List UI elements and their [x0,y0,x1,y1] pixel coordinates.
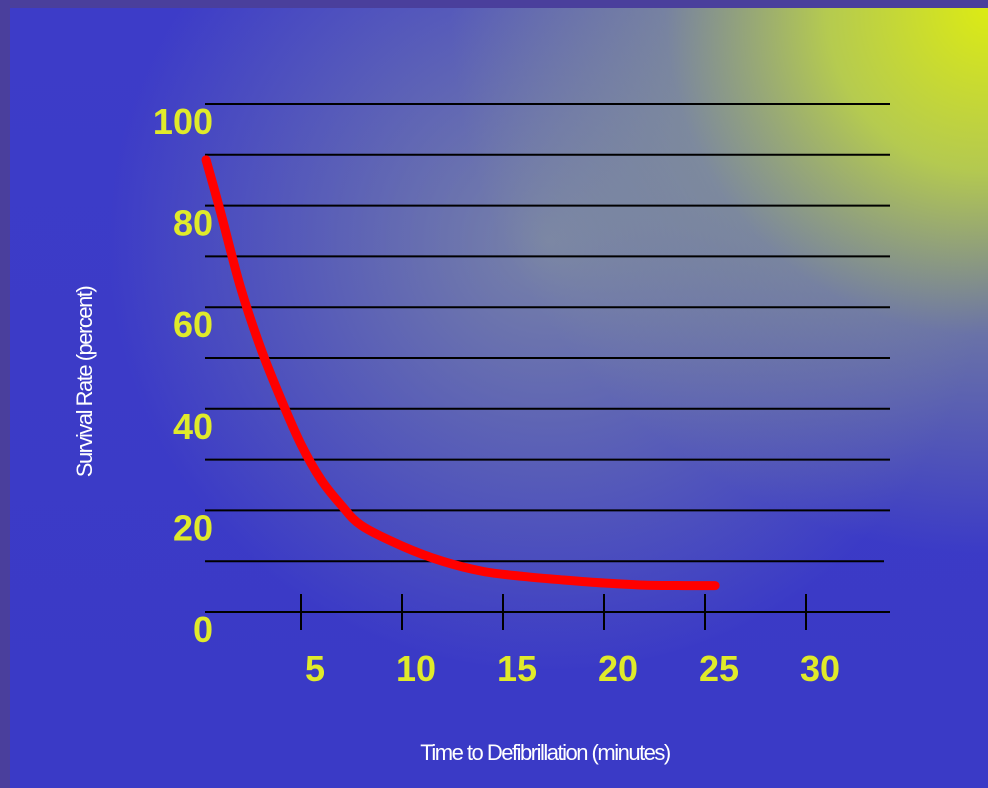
y-tick-label: 60 [173,304,213,345]
x-tick-label: 15 [497,648,537,689]
x-tick-label: 25 [699,648,739,689]
grid-lines [205,103,890,613]
x-tick-label: 5 [305,648,325,689]
x-tick-label: 10 [396,648,436,689]
y-tick-label: 0 [193,609,213,650]
y-tick-label: 20 [173,507,213,548]
x-tick-label: 20 [598,648,638,689]
y-tick-label: 80 [173,203,213,244]
y-tick-label: 40 [173,406,213,447]
y-axis-title: Survival Rate (percent) [72,287,97,478]
slide-panel [10,8,988,788]
y-tick-label: 100 [153,101,213,142]
x-tick-label: 30 [800,648,840,689]
survival-line [201,155,720,591]
x-axis-title: Time to Defibrillation (minutes) [420,740,670,765]
x-axis-ticks [300,594,807,630]
survival-curve [201,155,720,591]
y-tick-labels: 0 20 40 60 80 100 [153,101,213,650]
x-tick-labels: 5 10 15 20 25 30 [305,648,840,689]
